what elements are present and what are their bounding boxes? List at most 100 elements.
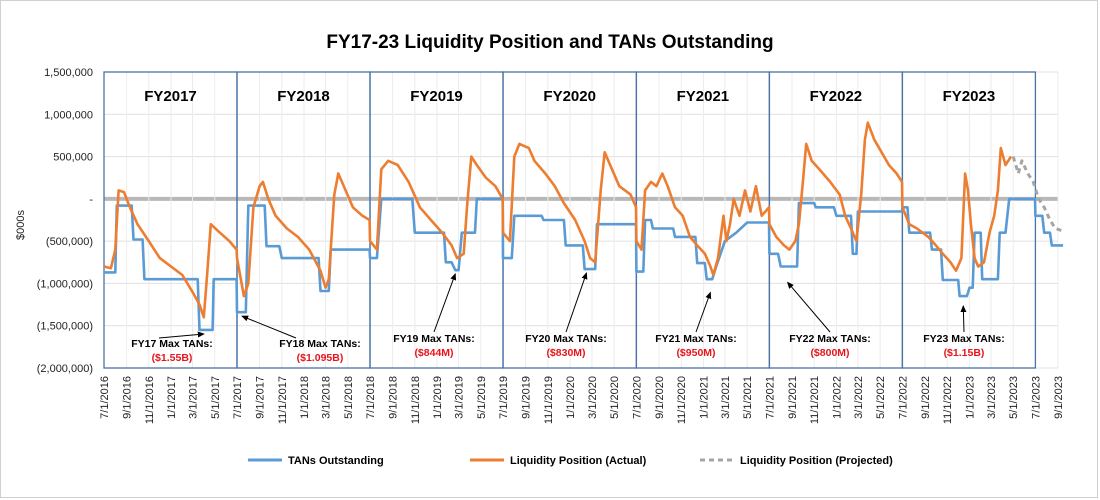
x-tick-label: 5/1/2018 <box>343 376 355 419</box>
max-tans-annotations: FY17 Max TANs: ($1.55B) FY18 Max TANs: ($1.… <box>131 272 1005 364</box>
fiscal-year-label: FY2020 <box>543 88 596 105</box>
x-tick-label: 11/1/2018 <box>410 376 422 424</box>
x-tick-label: 9/1/2022 <box>920 376 932 419</box>
fiscal-year-label: FY2021 <box>677 88 730 105</box>
annotation-label: FY19 Max TANs: <box>393 333 475 345</box>
legend-label: TANs Outstanding <box>288 455 384 467</box>
series-line <box>103 121 1013 319</box>
annotation-arrow <box>565 272 588 333</box>
annotation-arrow <box>241 315 297 339</box>
annotation-value: ($800M) <box>810 347 849 359</box>
x-tick-label: 9/1/2021 <box>787 376 799 419</box>
x-tick-label: 9/1/2016 <box>122 376 134 419</box>
annotation-arrow <box>695 291 712 333</box>
legend: TANs Outstanding Liquidity Position (Actu… <box>248 455 893 467</box>
annotation-value: ($1.15B) <box>944 347 985 359</box>
y-tick-label: (2,000,000) <box>37 363 93 375</box>
series-line <box>1011 156 1064 233</box>
annotation-label: FY18 Max TANs: <box>279 338 361 350</box>
x-tick-label: 5/1/2023 <box>1008 376 1020 419</box>
fiscal-year-box <box>901 71 1037 369</box>
fiscal-year-box <box>369 71 504 369</box>
fiscal-year-label: FY2022 <box>810 88 863 105</box>
annotation-value: ($1.55B) <box>152 352 193 364</box>
x-tick-label: 1/1/2022 <box>831 376 843 419</box>
x-tick-label: 9/1/2019 <box>521 376 533 419</box>
x-tick-label: 3/1/2023 <box>986 376 998 419</box>
fiscal-year-box <box>103 71 238 369</box>
x-tick-label: 9/1/2017 <box>255 376 267 419</box>
annotation-value: ($844M) <box>414 347 453 359</box>
x-tick-label: 5/1/2021 <box>742 376 754 419</box>
annotation-label: FY21 Max TANs: <box>655 333 737 345</box>
x-tick-label: 7/1/2022 <box>897 376 909 419</box>
y-axis-ticks: 1,500,000 1,000,000 500,000 - (500,000) (1,00… <box>37 67 94 375</box>
annotation-label: FY17 Max TANs: <box>131 338 213 350</box>
x-tick-label: 1/1/2023 <box>964 376 976 419</box>
legend-label: Liquidity Position (Projected) <box>740 455 893 467</box>
x-tick-label: 3/1/2022 <box>853 376 865 419</box>
x-tick-label: 7/1/2023 <box>1030 376 1042 419</box>
x-tick-label: 5/1/2019 <box>476 376 488 419</box>
x-tick-label: 7/1/2020 <box>631 376 643 419</box>
fiscal-year-label: FY2018 <box>277 88 330 105</box>
fiscal-year-label: FY2019 <box>410 88 463 105</box>
fiscal-year-box <box>236 71 371 369</box>
annotation-label: FY22 Max TANs: <box>789 333 871 345</box>
x-tick-label: 9/1/2018 <box>388 376 400 419</box>
fiscal-year-boxes: FY2017 FY2018 FY2019 FY2020 FY2021 FY2022 FY20… <box>103 71 1037 369</box>
x-tick-label: 1/1/2018 <box>299 376 311 419</box>
fiscal-year-label: FY2017 <box>144 88 197 105</box>
x-tick-label: 5/1/2017 <box>210 376 222 419</box>
x-tick-label: 3/1/2018 <box>321 376 333 419</box>
x-tick-label: 7/1/2017 <box>232 376 244 419</box>
annotation-arrow <box>433 272 457 333</box>
annotation-label: FY20 Max TANs: <box>525 333 607 345</box>
x-tick-label: 11/1/2016 <box>144 376 156 424</box>
chart-title: FY17-23 Liquidity Position and TANs Outs… <box>326 32 773 53</box>
x-tick-label: 7/1/2016 <box>99 376 111 419</box>
x-tick-label: 9/1/2023 <box>1053 376 1065 419</box>
fiscal-year-box <box>635 71 771 369</box>
y-tick-label: 500,000 <box>53 152 93 164</box>
annotation-value: ($950M) <box>676 347 715 359</box>
x-tick-label: 5/1/2020 <box>609 376 621 419</box>
x-tick-label: 11/1/2017 <box>277 376 289 424</box>
annotation-arrow <box>960 305 967 333</box>
fiscal-year-label: FY2023 <box>943 88 996 105</box>
y-tick-label: 1,500,000 <box>44 67 93 79</box>
x-tick-label: 1/1/2017 <box>166 376 178 419</box>
y-tick-label: - <box>89 194 93 206</box>
x-tick-label: 1/1/2019 <box>432 376 444 419</box>
legend-label: Liquidity Position (Actual) <box>510 455 647 467</box>
series-lines <box>103 121 1064 332</box>
x-tick-label: 3/1/2020 <box>587 376 599 419</box>
x-tick-label: 11/1/2020 <box>676 376 688 424</box>
x-tick-label: 1/1/2021 <box>698 376 710 419</box>
annotation-arrow <box>158 331 205 339</box>
x-tick-label: 3/1/2017 <box>188 376 200 419</box>
x-tick-label: 11/1/2019 <box>543 376 555 424</box>
x-tick-label: 7/1/2018 <box>365 376 377 419</box>
annotation-value: ($1.095B) <box>297 352 344 364</box>
series-line <box>104 197 1064 332</box>
x-tick-label: 7/1/2021 <box>764 376 776 419</box>
annotation-value: ($830M) <box>546 347 585 359</box>
x-axis-ticks: 7/1/2016 9/1/2016 11/1/2016 1/1/2017 3/1/201… <box>99 376 1065 424</box>
y-axis-label: $000s <box>15 210 27 240</box>
x-tick-label: 11/1/2022 <box>942 376 954 424</box>
fiscal-year-box <box>768 71 904 369</box>
annotation-label: FY23 Max TANs: <box>923 333 1005 345</box>
x-tick-label: 5/1/2022 <box>875 376 887 419</box>
x-tick-label: 3/1/2019 <box>454 376 466 419</box>
y-tick-label: (500,000) <box>46 236 93 248</box>
x-tick-label: 3/1/2021 <box>720 376 732 419</box>
x-tick-label: 7/1/2019 <box>498 376 510 419</box>
x-tick-label: 11/1/2021 <box>809 376 821 424</box>
x-tick-label: 9/1/2020 <box>654 376 666 419</box>
x-tick-label: 1/1/2020 <box>565 376 577 419</box>
y-tick-label: 1,000,000 <box>44 109 93 121</box>
y-tick-label: (1,500,000) <box>37 321 93 333</box>
